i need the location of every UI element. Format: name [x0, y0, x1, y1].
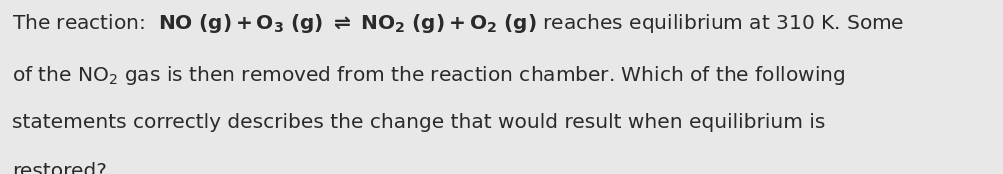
Text: statements correctly describes the change that would result when equilibrium is: statements correctly describes the chang…	[12, 113, 824, 132]
Text: The reaction:  $\mathbf{NO\ (g) + O_3\ (g)\ \rightleftharpoons\ NO_2\ (g) + O_2\: The reaction: $\mathbf{NO\ (g) + O_3\ (g…	[12, 12, 904, 35]
Text: restored?: restored?	[12, 162, 106, 174]
Text: of the NO$_2$ gas is then removed from the reaction chamber. Which of the follow: of the NO$_2$ gas is then removed from t…	[12, 64, 845, 87]
